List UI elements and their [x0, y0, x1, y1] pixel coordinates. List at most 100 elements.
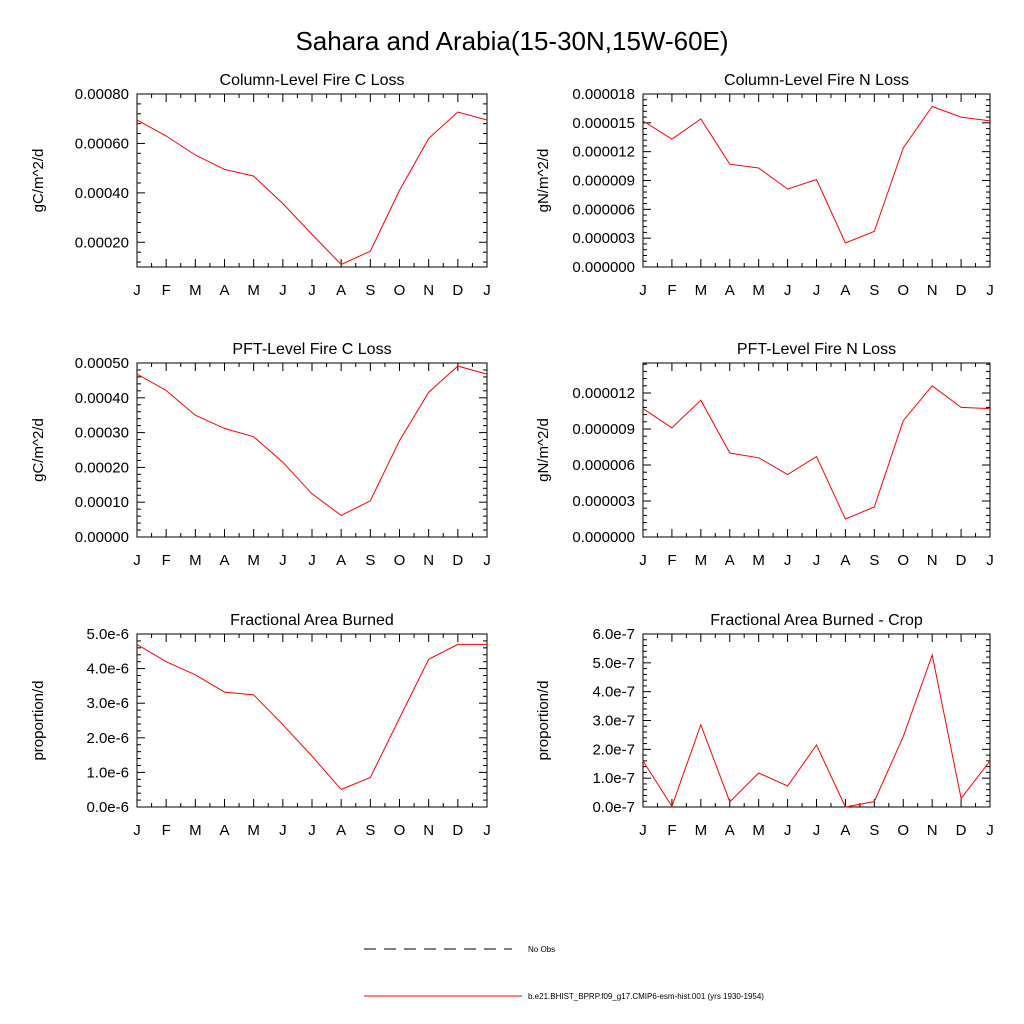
y-tick-label: 0.000000: [572, 529, 635, 546]
x-tick-label: D: [956, 282, 967, 299]
y-tick-label: 0.00020: [75, 459, 129, 476]
y-tick-label: 0.000015: [572, 115, 635, 132]
x-tick-label: F: [667, 822, 676, 839]
x-tick-label: J: [639, 282, 647, 299]
plot-frame: [136, 362, 488, 538]
y-tick-label: 1.0e-6: [86, 764, 129, 781]
x-tick-label: D: [452, 552, 463, 569]
y-tick-label: 0.000018: [572, 86, 635, 103]
x-tick-label: J: [813, 822, 821, 839]
y-tick-label: 4.0e-7: [592, 684, 635, 701]
x-tick-label: F: [162, 282, 171, 299]
series-line: [642, 385, 991, 520]
x-tick-label: A: [219, 822, 229, 839]
x-tick-label: M: [189, 822, 202, 839]
y-tick-label: 0.00020: [75, 234, 129, 251]
series-line: [136, 365, 488, 516]
x-tick-label: M: [752, 822, 765, 839]
x-tick-label: A: [840, 552, 850, 569]
y-tick-label: 0.000000: [572, 259, 635, 276]
x-tick-label: A: [336, 552, 346, 569]
x-tick-label: M: [695, 552, 708, 569]
x-tick-label: J: [279, 282, 287, 299]
legend-label-model: b.e21.BHIST_BPRP.f09_g17.CMIP6-esm-hist.…: [528, 992, 764, 1001]
x-tick-label: J: [639, 822, 647, 839]
y-tick-label: 0.00080: [75, 86, 129, 103]
x-tick-label: S: [869, 552, 879, 569]
x-tick-label: A: [336, 822, 346, 839]
x-tick-label: D: [452, 282, 463, 299]
plot-frame: [642, 362, 991, 538]
plot-frame: [136, 93, 488, 268]
x-tick-label: J: [133, 552, 141, 569]
plot-frame: [136, 633, 488, 808]
y-axis-label: proportion/d: [30, 680, 47, 760]
x-tick-label: J: [784, 282, 792, 299]
x-tick-label: D: [452, 822, 463, 839]
series-line: [136, 643, 487, 790]
y-tick-label: 1.0e-7: [592, 770, 635, 787]
y-tick-label: 0.000003: [572, 493, 635, 510]
y-axis-label: gC/m^2/d: [30, 418, 47, 482]
x-tick-label: F: [667, 552, 676, 569]
x-tick-label: A: [219, 552, 229, 569]
x-tick-label: M: [189, 282, 202, 299]
y-tick-label: 0.0e-6: [86, 799, 129, 816]
panel-title: Fractional Area Burned: [230, 612, 394, 629]
x-tick-label: S: [365, 552, 375, 569]
y-tick-label: 3.0e-7: [592, 713, 635, 730]
y-tick-label: 5.0e-7: [592, 655, 635, 672]
x-tick-label: M: [752, 282, 765, 299]
series-line: [642, 105, 991, 244]
y-axis-label: gC/m^2/d: [30, 149, 47, 213]
x-tick-label: J: [813, 282, 821, 299]
x-tick-label: J: [279, 822, 287, 839]
x-tick-label: S: [365, 822, 375, 839]
x-tick-label: M: [695, 822, 708, 839]
y-tick-label: 0.00060: [75, 135, 129, 152]
x-tick-label: A: [840, 282, 850, 299]
panel-title: Fractional Area Burned - Crop: [710, 612, 923, 629]
y-tick-label: 3.0e-6: [86, 695, 129, 712]
x-tick-label: O: [897, 822, 909, 839]
x-tick-label: J: [483, 552, 491, 569]
x-tick-label: A: [725, 822, 735, 839]
panel-title: PFT-Level Fire N Loss: [737, 341, 896, 358]
x-tick-label: A: [725, 552, 735, 569]
x-tick-label: J: [483, 822, 491, 839]
x-tick-label: A: [336, 282, 346, 299]
x-tick-label: J: [483, 282, 491, 299]
x-tick-label: N: [927, 282, 938, 299]
panel-title: PFT-Level Fire C Loss: [232, 341, 391, 358]
x-tick-label: M: [247, 552, 260, 569]
x-tick-label: D: [956, 552, 967, 569]
x-tick-label: J: [308, 282, 316, 299]
series-line: [642, 653, 991, 808]
y-tick-label: 0.000012: [572, 144, 635, 161]
x-tick-label: J: [639, 552, 647, 569]
x-tick-label: J: [784, 822, 792, 839]
figure-title: Sahara and Arabia(15-30N,15W-60E): [295, 26, 728, 56]
y-tick-label: 2.0e-7: [592, 741, 635, 758]
y-tick-label: 0.000003: [572, 230, 635, 247]
x-tick-label: J: [308, 552, 316, 569]
panel-title: Column-Level Fire C Loss: [220, 72, 405, 89]
x-tick-label: O: [897, 552, 909, 569]
x-tick-label: J: [784, 552, 792, 569]
y-axis-label: gN/m^2/d: [535, 418, 552, 482]
x-tick-label: M: [695, 282, 708, 299]
x-tick-label: O: [394, 282, 406, 299]
x-tick-label: O: [394, 822, 406, 839]
x-tick-label: J: [986, 552, 994, 569]
x-tick-label: M: [189, 552, 202, 569]
x-tick-label: N: [423, 822, 434, 839]
chart-panel-6: Fractional Area Burned - Crop proportion/…: [535, 612, 994, 839]
y-tick-label: 0.00040: [75, 390, 129, 407]
y-tick-label: 4.0e-6: [86, 661, 129, 678]
x-tick-label: O: [897, 282, 909, 299]
